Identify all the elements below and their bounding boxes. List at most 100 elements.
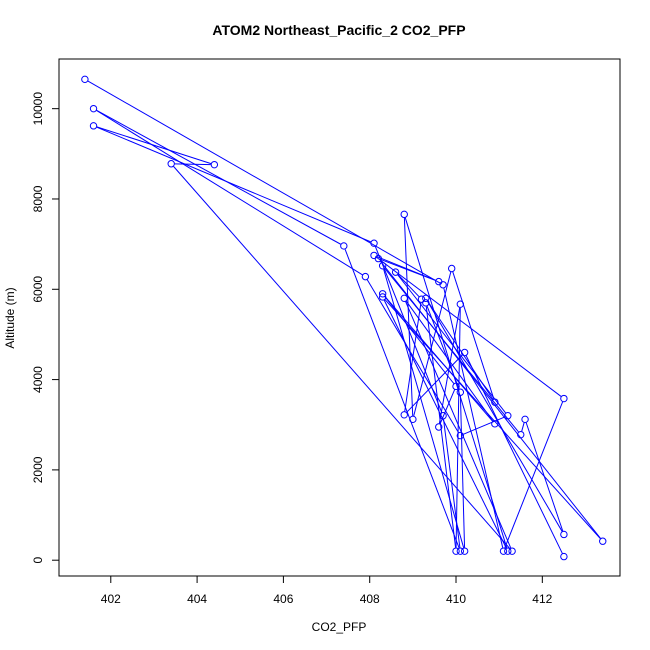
chart-title: ATOM2 Northeast_Pacific_2 CO2_PFP <box>212 22 465 38</box>
data-point <box>378 293 387 301</box>
series-segment <box>427 301 563 532</box>
data-point <box>560 394 568 403</box>
data-point <box>560 552 568 561</box>
data-point <box>409 415 417 424</box>
series-segment <box>521 422 525 432</box>
y-tick-label: 2000 <box>31 456 45 483</box>
series-segment <box>96 126 212 165</box>
series-segment <box>384 296 493 422</box>
data-point <box>452 547 460 555</box>
data-point <box>456 300 465 308</box>
data-point <box>560 530 568 539</box>
data-point <box>89 104 98 113</box>
series-segment <box>96 126 371 243</box>
data-point <box>422 299 430 307</box>
data-point <box>340 242 348 250</box>
series-segment <box>404 302 422 412</box>
series-line <box>87 80 601 554</box>
series-segment <box>174 163 211 166</box>
series-segment <box>405 300 494 422</box>
data-point <box>491 398 499 406</box>
series-segment <box>452 271 495 399</box>
series-segment <box>397 274 420 298</box>
data-point <box>491 420 499 428</box>
x-tick-label: 408 <box>360 592 380 606</box>
series-segment <box>87 80 441 284</box>
data-point <box>378 290 387 298</box>
x-tick-label: 412 <box>532 592 552 606</box>
series-segment <box>465 355 563 554</box>
series-segment <box>405 301 512 549</box>
data-points <box>81 75 607 561</box>
data-point <box>89 122 98 130</box>
series-segment <box>403 217 414 416</box>
series-segment <box>96 110 363 276</box>
series-segment <box>438 307 461 424</box>
series-segment <box>455 307 461 548</box>
x-tick-label: 402 <box>101 592 121 606</box>
data-point <box>456 431 465 440</box>
series-segment <box>525 422 564 532</box>
series-segment <box>374 246 443 413</box>
x-axis-label: CO2_PFP <box>312 620 367 634</box>
series-segment <box>381 259 436 281</box>
y-axis-label: Altitude (m) <box>3 287 17 348</box>
data-point <box>499 547 508 555</box>
data-point <box>81 75 89 84</box>
series-segment <box>443 288 504 548</box>
series-segment <box>443 419 461 548</box>
data-point <box>504 412 512 420</box>
series-segment <box>459 395 466 548</box>
data-point <box>210 160 219 169</box>
data-point <box>378 262 387 270</box>
series-segment <box>439 389 456 424</box>
data-point <box>452 382 460 391</box>
y-tick-label: 4000 <box>31 366 45 393</box>
x-axis: 402 404 406 408 410 412 <box>101 575 553 606</box>
x-tick-label: 404 <box>187 592 207 606</box>
data-point <box>517 430 525 439</box>
data-point <box>439 412 447 420</box>
data-point <box>361 272 370 281</box>
y-tick-label: 10000 <box>31 92 45 126</box>
data-point <box>508 547 516 555</box>
y-axis: 0 2000 4000 6000 8000 10000 <box>31 92 60 564</box>
y-tick-label: 8000 <box>31 185 45 212</box>
x-tick-label: 410 <box>446 592 466 606</box>
y-tick-label: 0 <box>31 557 45 564</box>
data-point <box>599 537 607 545</box>
data-point <box>167 160 175 168</box>
data-point <box>460 547 469 555</box>
data-point <box>422 294 430 303</box>
x-tick-label: 406 <box>273 592 293 606</box>
series-segment <box>376 257 562 397</box>
data-point <box>460 348 469 357</box>
series-segment <box>344 249 460 549</box>
series-segment <box>504 401 564 549</box>
series-segment <box>397 274 507 414</box>
series-segment <box>384 299 601 539</box>
series-segment <box>96 109 341 245</box>
data-point <box>400 210 408 219</box>
data-point <box>456 388 465 396</box>
data-point <box>400 411 408 419</box>
data-point <box>370 239 378 247</box>
data-point <box>435 277 443 286</box>
data-point <box>448 264 456 273</box>
data-point <box>391 268 400 276</box>
y-tick-label: 6000 <box>31 276 45 303</box>
data-point <box>521 415 529 424</box>
data-point <box>374 254 383 263</box>
data-point <box>400 294 408 303</box>
series-segment <box>173 166 511 549</box>
data-point <box>435 423 443 431</box>
series-segment <box>406 354 463 413</box>
series-segment <box>413 271 452 417</box>
series-segment <box>384 296 455 384</box>
data-point <box>417 295 426 303</box>
series-segment <box>425 306 457 548</box>
data-point <box>504 547 512 555</box>
data-point <box>456 547 465 555</box>
